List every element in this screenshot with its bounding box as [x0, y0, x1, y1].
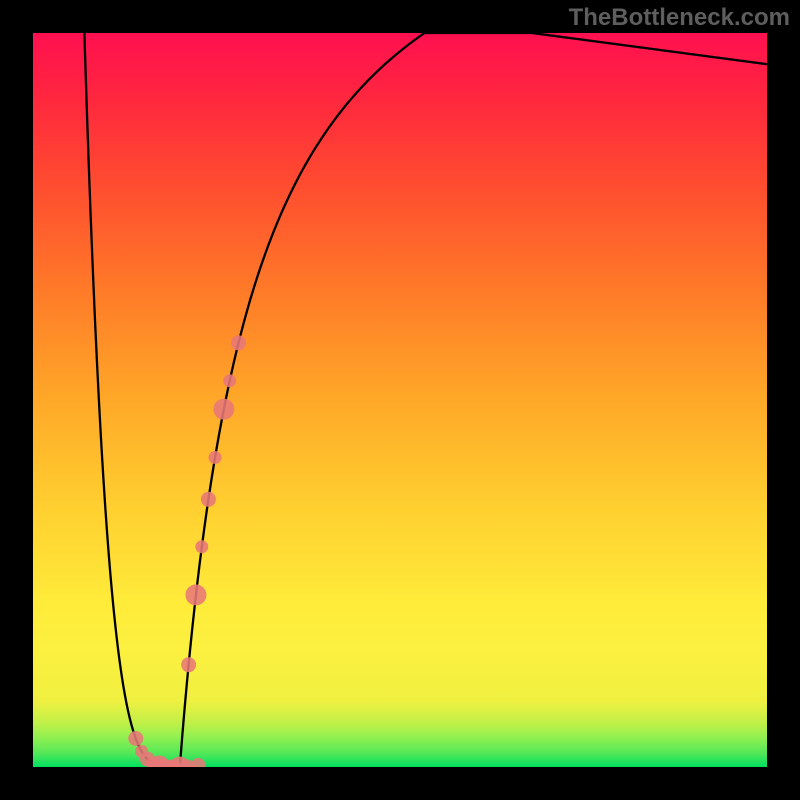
watermark-text: TheBottleneck.com — [569, 4, 790, 32]
data-marker — [181, 657, 196, 672]
plot-area — [33, 33, 767, 767]
data-marker — [223, 374, 236, 387]
data-marker — [209, 451, 222, 464]
gradient-background — [33, 33, 767, 767]
data-marker — [201, 492, 216, 507]
data-marker — [185, 584, 206, 605]
data-marker — [195, 540, 208, 553]
chart-canvas: TheBottleneck.com — [0, 0, 800, 800]
data-marker — [231, 335, 246, 350]
plot-svg — [33, 33, 767, 767]
data-marker — [213, 399, 234, 420]
data-marker — [128, 731, 143, 746]
